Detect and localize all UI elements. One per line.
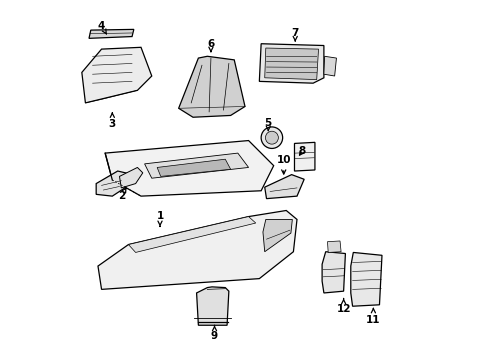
Text: 9: 9 bbox=[211, 325, 218, 341]
Polygon shape bbox=[157, 159, 231, 176]
Text: 5: 5 bbox=[265, 118, 272, 131]
Text: 11: 11 bbox=[366, 309, 381, 325]
Polygon shape bbox=[128, 217, 256, 252]
Polygon shape bbox=[82, 47, 152, 103]
Polygon shape bbox=[294, 142, 315, 171]
Polygon shape bbox=[105, 140, 274, 196]
Text: 2: 2 bbox=[118, 188, 126, 201]
Polygon shape bbox=[265, 48, 318, 80]
Polygon shape bbox=[179, 56, 245, 117]
Polygon shape bbox=[327, 241, 341, 252]
Text: 7: 7 bbox=[292, 28, 299, 41]
Text: 1: 1 bbox=[156, 211, 164, 226]
Polygon shape bbox=[324, 56, 337, 76]
Polygon shape bbox=[196, 287, 229, 325]
Polygon shape bbox=[98, 211, 297, 289]
Polygon shape bbox=[263, 220, 293, 252]
Text: 4: 4 bbox=[98, 21, 106, 34]
Polygon shape bbox=[145, 153, 248, 178]
Circle shape bbox=[261, 127, 283, 148]
Text: 10: 10 bbox=[276, 155, 291, 174]
Circle shape bbox=[266, 131, 278, 144]
Polygon shape bbox=[120, 167, 143, 188]
Polygon shape bbox=[89, 30, 134, 39]
Text: 3: 3 bbox=[109, 113, 116, 129]
Polygon shape bbox=[322, 252, 345, 293]
Text: 6: 6 bbox=[207, 39, 215, 52]
Polygon shape bbox=[351, 252, 382, 306]
Polygon shape bbox=[96, 171, 128, 196]
Polygon shape bbox=[265, 175, 304, 199]
Polygon shape bbox=[259, 44, 324, 83]
Text: 8: 8 bbox=[299, 146, 306, 156]
Text: 12: 12 bbox=[336, 298, 351, 314]
